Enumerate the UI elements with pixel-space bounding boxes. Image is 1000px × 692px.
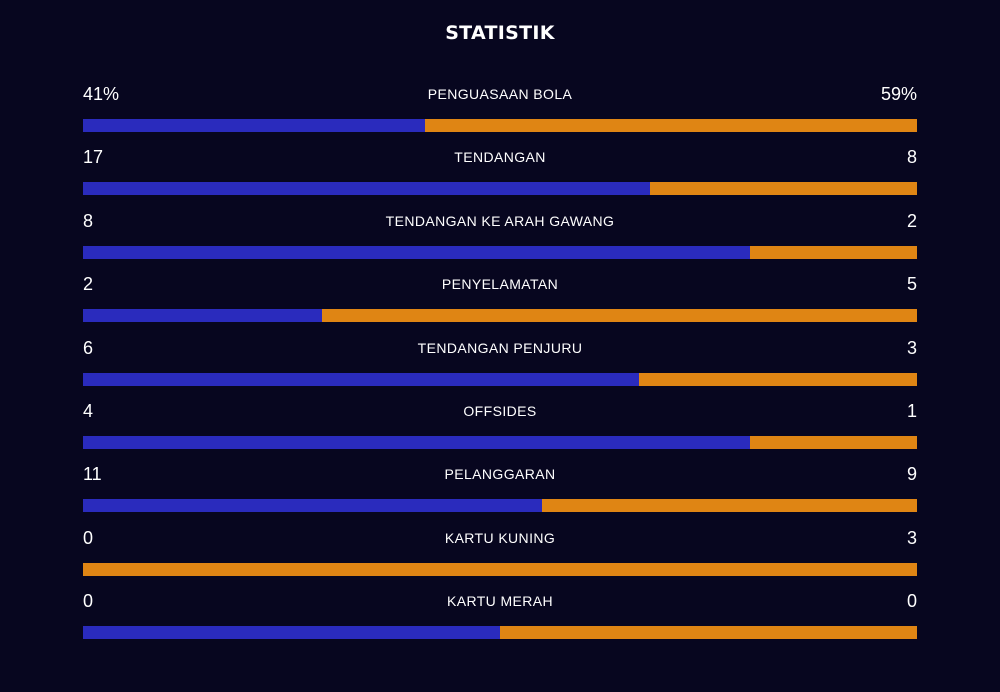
home-value: 4 bbox=[83, 400, 94, 421]
home-value: 41% bbox=[83, 84, 120, 104]
stat-row-shots: 17 TENDANGAN 8 bbox=[83, 143, 917, 206]
home-value: 11 bbox=[83, 464, 102, 485]
stat-row-possession: 41% PENGUASAAN BOLA 59% bbox=[83, 80, 917, 143]
home-bar-segment bbox=[83, 626, 500, 640]
stat-label: OFFSIDES bbox=[463, 402, 537, 419]
stat-label: KARTU KUNING bbox=[444, 529, 556, 546]
home-bar-segment bbox=[83, 499, 542, 513]
home-value: 6 bbox=[83, 337, 94, 358]
stat-bar bbox=[83, 372, 917, 386]
away-value: 5 bbox=[906, 274, 917, 295]
page-title: STATISTIK bbox=[445, 22, 555, 44]
stat-bar bbox=[83, 245, 917, 259]
away-bar-segment bbox=[750, 435, 917, 449]
stat-bar bbox=[83, 626, 917, 640]
stat-label: PELANGGARAN bbox=[444, 466, 556, 483]
stat-label: TENDANGAN KE ARAH GAWANG bbox=[385, 212, 615, 229]
stat-bar bbox=[83, 182, 917, 196]
stat-label: TENDANGAN bbox=[454, 149, 546, 166]
stat-label: PENYELAMATAN bbox=[441, 276, 559, 293]
stat-label: KARTU MERAH bbox=[446, 593, 554, 610]
stat-row-saves: 2 PENYELAMATAN 5 bbox=[83, 270, 917, 333]
away-value: 9 bbox=[906, 464, 917, 485]
stat-row-yellow-cards: 0 KARTU KUNING 3 bbox=[83, 524, 917, 587]
away-bar-segment bbox=[650, 182, 917, 196]
stat-row-red-cards: 0 KARTU MERAH 0 bbox=[83, 587, 917, 650]
stat-label: PENGUASAAN BOLA bbox=[427, 86, 573, 102]
away-value: 3 bbox=[906, 337, 917, 358]
away-bar-segment bbox=[500, 626, 917, 640]
stat-row-corners: 6 TENDANGAN PENJURU 3 bbox=[83, 334, 917, 397]
stats-list: 41% PENGUASAAN BOLA 59% 17 TENDANGAN 8 8… bbox=[83, 80, 917, 651]
stat-bar bbox=[83, 435, 917, 449]
home-bar-segment bbox=[83, 119, 425, 132]
away-bar-segment bbox=[83, 562, 917, 576]
away-bar-segment bbox=[639, 372, 917, 386]
stat-label: TENDANGAN PENJURU bbox=[417, 339, 583, 356]
away-value: 2 bbox=[906, 210, 917, 231]
stat-row-shots-on-target: 8 TENDANGAN KE ARAH GAWANG 2 bbox=[83, 207, 917, 270]
home-bar-segment bbox=[83, 309, 322, 323]
stat-row-offsides: 4 OFFSIDES 1 bbox=[83, 397, 917, 460]
stat-row-fouls: 11 PELANGGARAN 9 bbox=[83, 460, 917, 523]
away-bar-segment bbox=[321, 309, 917, 323]
home-bar-segment bbox=[83, 182, 651, 196]
home-bar-segment bbox=[83, 435, 751, 449]
stat-bar bbox=[83, 119, 917, 132]
away-bar-segment bbox=[541, 499, 917, 513]
home-bar-segment bbox=[83, 372, 640, 386]
stat-bar bbox=[83, 499, 917, 513]
stat-bar bbox=[83, 562, 917, 576]
home-bar-segment bbox=[83, 245, 751, 259]
away-value: 8 bbox=[906, 147, 917, 168]
away-bar-segment bbox=[424, 119, 917, 132]
away-value: 1 bbox=[906, 400, 917, 421]
away-value: 0 bbox=[906, 591, 917, 612]
home-value: 2 bbox=[83, 274, 94, 295]
home-value: 0 bbox=[83, 591, 94, 612]
away-value: 3 bbox=[906, 527, 917, 548]
stat-bar bbox=[83, 309, 917, 323]
home-value: 8 bbox=[83, 210, 94, 231]
home-value: 0 bbox=[83, 527, 94, 548]
away-bar-segment bbox=[750, 245, 917, 259]
home-value: 17 bbox=[83, 147, 104, 168]
away-value: 59% bbox=[880, 84, 917, 104]
